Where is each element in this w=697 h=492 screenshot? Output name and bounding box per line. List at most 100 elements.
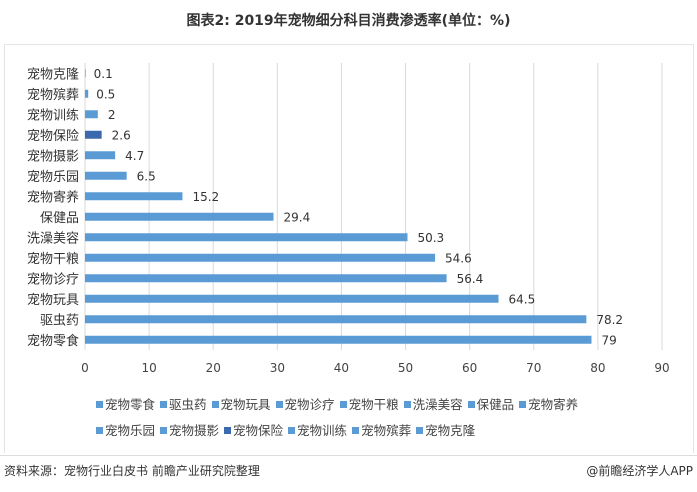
data-label: 15.2 [192, 190, 219, 204]
category-label: 保健品 [40, 211, 79, 226]
legend-swatch [288, 427, 296, 434]
bar [85, 294, 499, 303]
legend-swatch [416, 427, 424, 434]
category-label: 宠物玩具 [27, 292, 79, 308]
category-label: 宠物零食 [27, 333, 79, 349]
source-text: 资料来源：宠物行业白皮书 前瞻产业研究院整理 [4, 464, 260, 478]
legend-swatch [467, 401, 475, 408]
legend-item: 宠物乐园 [96, 418, 155, 444]
x-tick-label: 50 [398, 361, 413, 375]
legend-label: 驱虫药 [169, 397, 207, 412]
legend-swatch [403, 401, 411, 408]
category-label: 驱虫药 [40, 313, 79, 328]
legend-item: 宠物克隆 [416, 418, 475, 444]
legend-label: 宠物干粮 [348, 397, 399, 412]
legend-label: 宠物寄养 [528, 397, 579, 412]
legend-item: 宠物零食 [96, 392, 155, 418]
legend-item: 宠物诊疗 [275, 392, 335, 418]
data-label: 2 [108, 108, 116, 122]
data-label: 4.7 [125, 149, 144, 163]
legend-label: 保健品 [476, 397, 515, 412]
category-label: 宠物克隆 [27, 66, 79, 82]
bar [85, 151, 116, 160]
x-tick-label: 60 [462, 361, 477, 375]
data-label: 78.2 [596, 313, 623, 327]
legend-swatch [96, 401, 103, 408]
bar [85, 171, 127, 180]
legend-label: 宠物殡葬 [361, 423, 412, 438]
x-tick-label: 0 [81, 361, 89, 375]
legend-label: 洗澡美容 [412, 397, 463, 412]
category-label: 宠物保险 [27, 128, 79, 144]
bar [85, 335, 592, 344]
legend-label: 宠物克隆 [425, 423, 476, 438]
x-tick-label: 40 [334, 361, 349, 375]
x-tick-label: 10 [141, 361, 156, 375]
legend-item: 宠物殡葬 [352, 418, 411, 444]
bar [85, 110, 98, 119]
category-label: 宠物干粮 [27, 251, 79, 267]
legend-swatch [275, 401, 283, 408]
bar [85, 89, 89, 98]
legend-swatch [339, 401, 347, 408]
legend-item: 宠物训练 [288, 418, 347, 444]
legend-label: 宠物摄影 [169, 423, 220, 438]
legend-label: 宠物诊疗 [284, 397, 335, 412]
category-label: 宠物摄影 [27, 148, 79, 164]
legend-item: 洗澡美容 [403, 392, 463, 418]
legend: 宠物零食 驱虫药 宠物玩具 宠物诊疗 宠物干粮 洗澡美容 保健品 宠物寄养宠物乐园 宠物摄影 宠物… [96, 392, 616, 444]
legend-label: 宠物训练 [297, 423, 348, 438]
category-label: 宠物训练 [27, 107, 79, 123]
x-tick-label: 30 [270, 361, 285, 375]
legend-swatch [519, 401, 527, 408]
divider [0, 455, 697, 456]
bar [85, 233, 408, 242]
legend-item: 宠物寄养 [519, 392, 578, 418]
legend-swatch [96, 427, 103, 434]
legend-swatch [224, 427, 232, 434]
legend-item: 宠物保险 [224, 418, 283, 444]
legend-swatch [211, 401, 219, 408]
legend-label: 宠物乐园 [105, 423, 156, 438]
data-label: 0.1 [94, 67, 113, 81]
chart-frame [4, 44, 694, 453]
legend-swatch [160, 427, 168, 434]
data-label: 2.6 [112, 128, 131, 142]
bar [85, 130, 102, 139]
legend-label: 宠物玩具 [220, 397, 271, 412]
data-label: 64.5 [509, 292, 536, 306]
data-label: 50.3 [417, 231, 444, 245]
category-label: 洗澡美容 [27, 230, 79, 246]
bar [85, 253, 436, 262]
data-label: 29.4 [283, 210, 310, 224]
data-label: 56.4 [457, 272, 484, 286]
x-tick-label: 70 [526, 361, 541, 375]
chart-title: 图表2: 2019年宠物细分科目消费渗透率(单位：%) [186, 13, 511, 29]
legend-label: 宠物零食 [105, 397, 156, 412]
legend-swatch [352, 427, 360, 434]
legend-swatch [160, 401, 168, 408]
data-label: 79 [601, 333, 616, 347]
category-label: 宠物寄养 [27, 189, 79, 205]
category-label: 宠物乐园 [27, 169, 79, 185]
bar [85, 212, 274, 221]
x-tick-label: 80 [590, 361, 605, 375]
data-label: 54.6 [445, 251, 472, 265]
legend-item: 保健品 [467, 392, 515, 418]
credit-text: @前瞻经济学人APP [586, 464, 693, 478]
bar [85, 192, 183, 201]
legend-item: 宠物玩具 [211, 392, 271, 418]
data-label: 6.5 [137, 169, 156, 183]
legend-item: 宠物干粮 [339, 392, 399, 418]
x-tick-label: 90 [654, 361, 669, 375]
legend-item: 宠物摄影 [160, 418, 219, 444]
bar-chart: 0 10 20 30 40 50 60 70 80 90 宠物克隆 0.1 宠物殡葬 0.5 宠物训练 2 宠物… [27, 63, 670, 375]
bar [85, 69, 86, 78]
legend-item: 驱虫药 [160, 392, 207, 418]
legend-label: 宠物保险 [233, 423, 284, 438]
bar [85, 315, 587, 324]
bar [85, 274, 447, 283]
x-tick-label: 20 [206, 361, 221, 375]
category-label: 宠物殡葬 [27, 87, 79, 103]
